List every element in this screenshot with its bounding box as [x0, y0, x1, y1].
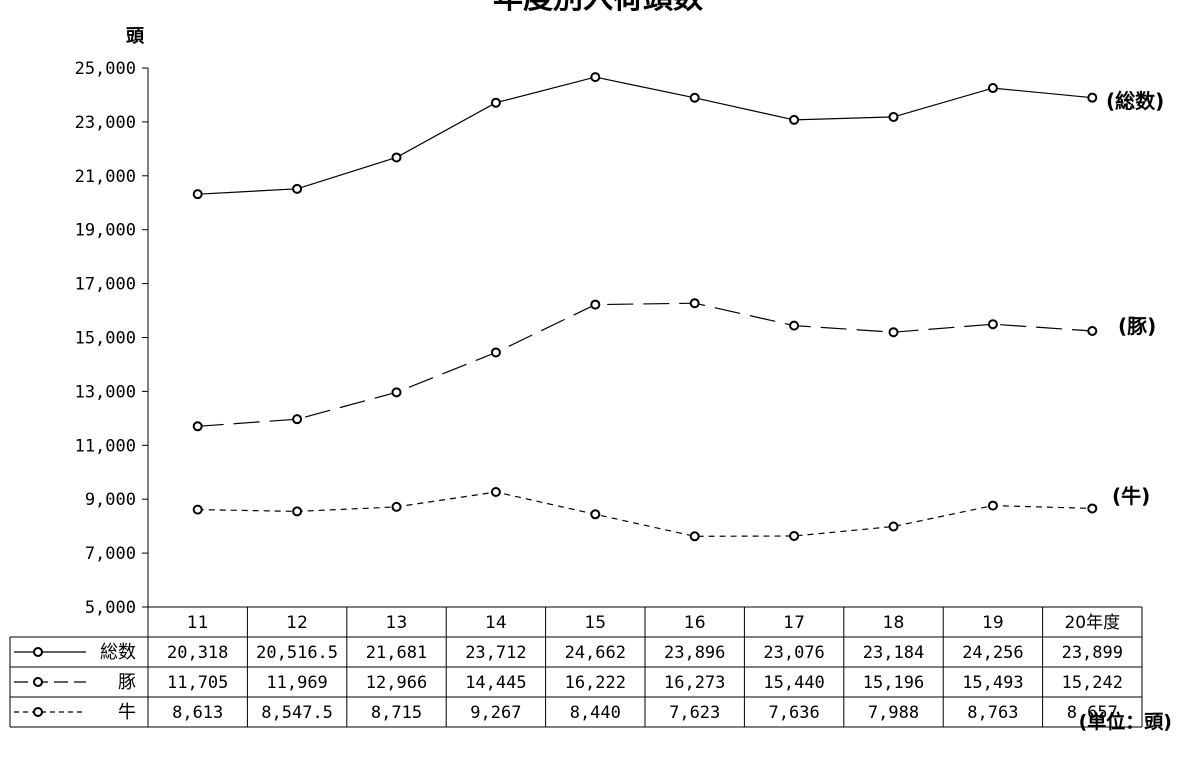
y-tick-label: 23,000	[75, 113, 136, 133]
legend-series-name: 総数	[100, 642, 136, 663]
y-tick-label: 11,000	[75, 436, 136, 456]
data-point	[192, 421, 203, 432]
table-cell: 23,076	[763, 643, 824, 663]
table-cell: 15,196	[863, 673, 924, 693]
data-point	[689, 298, 700, 309]
series-line-1	[197, 76, 1093, 195]
data-point	[689, 92, 700, 103]
legend-key-marker	[33, 707, 43, 717]
y-tick-label: 17,000	[75, 275, 136, 295]
series-end-label: (総数)	[1106, 89, 1164, 113]
data-point	[490, 487, 501, 498]
table-cell: 11,705	[167, 673, 228, 693]
x-category-label: 18	[883, 613, 905, 633]
y-tick-label: 7,000	[85, 544, 136, 564]
chart-title: 年度別入荷頭数	[493, 0, 704, 16]
x-category-label: 13	[386, 613, 408, 633]
table-cell: 9,267	[470, 703, 521, 723]
table-cell: 8,440	[570, 703, 621, 723]
y-tick-label: 5,000	[85, 598, 136, 618]
y-tick-label: 9,000	[85, 490, 136, 510]
data-point	[490, 97, 501, 108]
data-point	[391, 152, 402, 163]
data-point	[689, 531, 700, 542]
data-point	[590, 299, 601, 310]
x-category-label: 16	[684, 613, 706, 633]
y-tick-label: 13,000	[75, 382, 136, 402]
legend-key-marker	[33, 647, 43, 657]
data-point	[888, 327, 899, 338]
x-category-label: 20年度	[1064, 613, 1120, 633]
table-cell: 16,273	[664, 673, 725, 693]
x-category-label: 15	[584, 613, 606, 633]
legend-key-marker	[33, 677, 43, 687]
data-point	[391, 501, 402, 512]
table-cell: 8,657	[1067, 703, 1118, 723]
table-cell: 12,966	[366, 673, 427, 693]
legend-series-name: 豚	[118, 672, 136, 693]
table-cell: 7,988	[868, 703, 919, 723]
data-point	[292, 506, 303, 517]
data-point	[1087, 325, 1098, 336]
y-tick-label: 25,000	[75, 59, 136, 79]
data-point	[1087, 92, 1098, 103]
data-point	[987, 83, 998, 94]
data-point	[192, 504, 203, 515]
table-cell: 8,613	[172, 703, 223, 723]
table-cell: 15,440	[763, 673, 824, 693]
table-cell: 23,899	[1062, 643, 1123, 663]
table-cell: 11,969	[266, 673, 327, 693]
data-point	[888, 111, 899, 122]
series-line-2	[197, 302, 1093, 427]
data-point	[789, 114, 800, 125]
data-point	[888, 521, 899, 532]
legend-series-name: 牛	[118, 702, 136, 723]
data-point	[590, 72, 601, 83]
table-cell: 21,681	[366, 643, 427, 663]
table-cell: 8,763	[967, 703, 1018, 723]
data-point	[590, 509, 601, 520]
y-axis-unit-label: 頭	[126, 26, 145, 47]
x-category-label: 17	[783, 613, 805, 633]
table-cell: 7,636	[769, 703, 820, 723]
data-point	[391, 387, 402, 398]
y-tick-label: 15,000	[75, 329, 136, 349]
data-point	[490, 347, 501, 358]
table-cell: 24,256	[962, 643, 1023, 663]
x-category-label: 19	[982, 613, 1004, 633]
data-point	[789, 530, 800, 541]
table-cell: 24,662	[565, 643, 626, 663]
table-cell: 7,623	[669, 703, 720, 723]
x-category-label: 12	[286, 613, 308, 633]
table-cell: 16,222	[565, 673, 626, 693]
series-end-label: (牛)	[1112, 484, 1150, 508]
table-cell: 14,445	[465, 673, 526, 693]
table-cell: 15,242	[1062, 673, 1123, 693]
data-point	[292, 183, 303, 194]
data-point	[789, 320, 800, 331]
table-cell: 15,493	[962, 673, 1023, 693]
data-point	[987, 319, 998, 330]
data-point	[1087, 503, 1098, 514]
table-cell: 23,712	[465, 643, 526, 663]
series-end-label: (豚)	[1118, 314, 1156, 338]
table-cell: 23,184	[863, 643, 924, 663]
data-point	[192, 189, 203, 200]
x-category-label: 14	[485, 613, 507, 633]
y-tick-label: 19,000	[75, 221, 136, 241]
table-cell: 20,318	[167, 643, 228, 663]
data-point	[292, 414, 303, 425]
y-tick-label: 21,000	[75, 167, 136, 187]
table-cell: 20,516.5	[256, 643, 338, 663]
axes-group: 25,000 23,000 21,000 19,000 17,000 15,000 13,0…	[75, 59, 149, 618]
table-cell: 23,896	[664, 643, 725, 663]
plot-area: (総数) (豚) (牛)	[192, 72, 1164, 542]
table-cell: 8,715	[371, 703, 422, 723]
series-line-3	[197, 491, 1093, 537]
table-cell: 8,547.5	[261, 703, 333, 723]
data-point	[987, 500, 998, 511]
x-category-label: 11	[187, 613, 209, 633]
